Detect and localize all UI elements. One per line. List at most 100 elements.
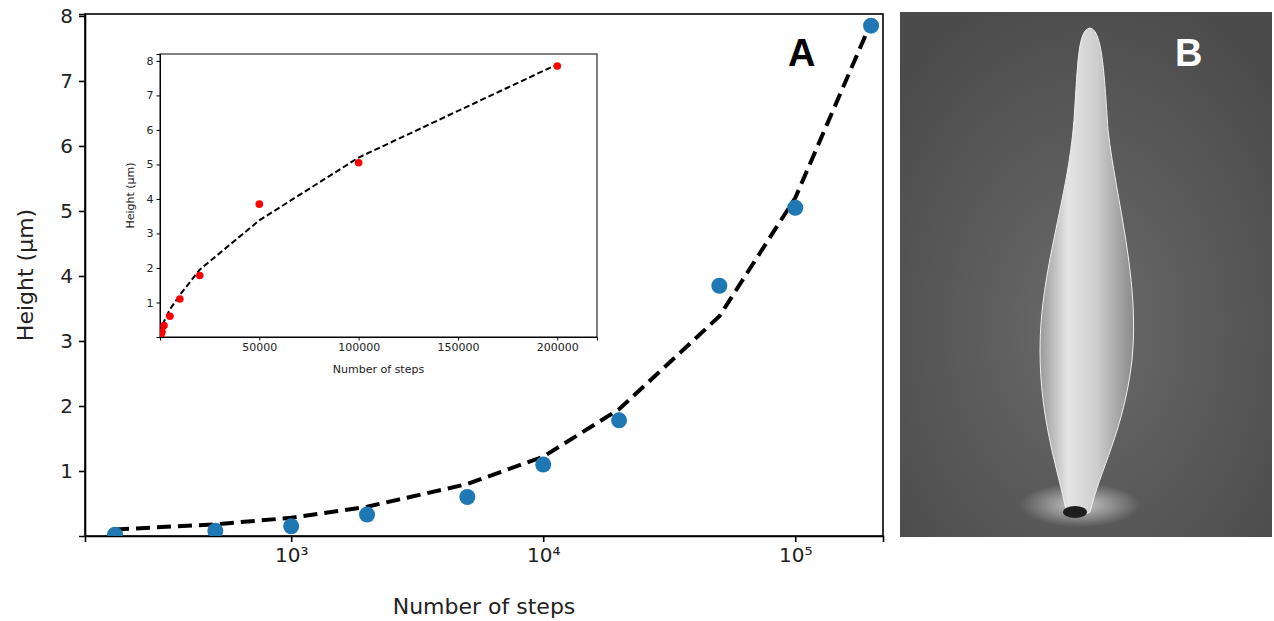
tick: 6	[60, 134, 85, 158]
tick-label: 2	[60, 394, 73, 418]
data-point	[256, 200, 264, 208]
tick: 8	[60, 4, 85, 28]
tick-label: 8	[147, 55, 154, 68]
tick: 10⁵	[779, 536, 812, 567]
data-point	[283, 518, 299, 534]
nanostructure	[1040, 28, 1134, 515]
tick-label: 7	[147, 89, 154, 102]
y-axis-title: Height (μm)	[13, 209, 38, 341]
image-shadow	[1063, 506, 1087, 518]
tick-mark	[359, 337, 360, 341]
tick-label: 1	[147, 297, 154, 310]
tick-mark	[157, 199, 161, 200]
tick-mark	[157, 268, 161, 269]
tick: 50000	[242, 337, 277, 354]
tick: 4	[147, 193, 161, 206]
data-point	[535, 456, 551, 472]
y-axis-title: Height (μm)	[124, 162, 137, 228]
fit-line	[160, 64, 557, 333]
data-point	[107, 527, 123, 536]
tick-label: 2	[147, 262, 154, 275]
plot-area	[160, 62, 561, 337]
data-point	[359, 507, 375, 523]
tick-mark	[157, 95, 161, 96]
tick: 5	[147, 158, 161, 171]
axis-line	[79, 15, 86, 537]
axis-line	[161, 338, 598, 341]
image-background	[900, 12, 1272, 537]
tick-mark	[795, 536, 797, 542]
tick: 200000	[537, 337, 579, 354]
tick-label: 10⁴	[527, 543, 560, 567]
data-point	[355, 159, 363, 167]
tick-mark	[79, 471, 85, 473]
tick: 5	[60, 199, 85, 223]
tick: 1	[147, 297, 161, 310]
tick: 2	[60, 394, 85, 418]
tick-mark	[79, 341, 85, 343]
tick: 7	[60, 69, 85, 93]
x-axis: 10³ 10⁴ 10⁵	[86, 536, 884, 567]
chart-panel: 10³ 10⁴ 10⁵ 1 2 3 4 5 6 7 8 Number of steps Height (…	[13, 4, 884, 619]
tick-label: 10³	[275, 543, 308, 567]
tick-label: 7	[60, 69, 73, 93]
data-point	[196, 272, 204, 280]
tick-label: 4	[147, 193, 154, 206]
x-axis-title: Number of steps	[333, 363, 425, 376]
axis-line	[157, 55, 161, 338]
tick-label: 3	[60, 329, 73, 353]
tick-mark	[79, 16, 85, 18]
tick-label: 3	[147, 227, 154, 240]
tick: 4	[60, 264, 85, 288]
figure: 10³ 10⁴ 10⁵ 1 2 3 4 5 6 7 8 Number of steps Height (…	[0, 0, 1274, 621]
y-axis: 1 2 3 4 5 6 7 8	[147, 55, 161, 338]
data-point	[176, 295, 184, 303]
tick: 6	[147, 124, 161, 137]
panel-label: A	[788, 32, 815, 74]
tick-mark	[79, 146, 85, 148]
tick: 8	[147, 55, 161, 68]
tick-mark	[79, 81, 85, 83]
tick: 2	[147, 262, 161, 275]
tick-mark	[79, 276, 85, 278]
tick-label: 5	[147, 158, 154, 171]
x-axis: 50000 100000 150000 200000	[161, 337, 598, 354]
tick: 10³	[275, 536, 308, 567]
plot-area	[107, 18, 879, 536]
tick-mark	[557, 337, 558, 341]
tick-mark	[79, 211, 85, 213]
data-point	[459, 489, 475, 505]
tick: 3	[60, 329, 85, 353]
data-point	[787, 200, 803, 216]
tick-label: 4	[60, 264, 73, 288]
tick-mark	[157, 61, 161, 62]
tick-mark	[543, 536, 545, 542]
tick-label: 10⁵	[779, 543, 812, 567]
tick-mark	[157, 233, 161, 234]
tick-mark	[458, 337, 459, 341]
tick-mark	[157, 164, 161, 165]
tick-label: 5	[60, 199, 73, 223]
data-point	[160, 322, 168, 330]
tick-mark	[157, 302, 161, 303]
tick-label: 200000	[537, 341, 579, 354]
tick-mark	[157, 130, 161, 131]
tick-label: 1	[60, 459, 73, 483]
plot-frame	[160, 54, 597, 337]
inset-background	[116, 50, 603, 379]
y-axis: 1 2 3 4 5 6 7 8	[60, 4, 85, 537]
data-point	[863, 18, 879, 34]
chart-panel: 50000 100000 150000 200000 1 2 3 4 5 6 7 8 Number of…	[116, 50, 603, 379]
tick-mark	[291, 536, 293, 542]
tick: 1	[60, 459, 85, 483]
tick: 7	[147, 89, 161, 102]
x-axis-title: Number of steps	[393, 594, 576, 619]
sem-image: B	[900, 12, 1272, 537]
tick: 3	[147, 227, 161, 240]
tick: 150000	[437, 337, 479, 354]
fit-line	[115, 22, 871, 529]
panel-label: B	[1175, 32, 1202, 74]
data-point	[711, 278, 727, 294]
tick-label: 150000	[437, 341, 479, 354]
tick-label: 100000	[338, 341, 380, 354]
